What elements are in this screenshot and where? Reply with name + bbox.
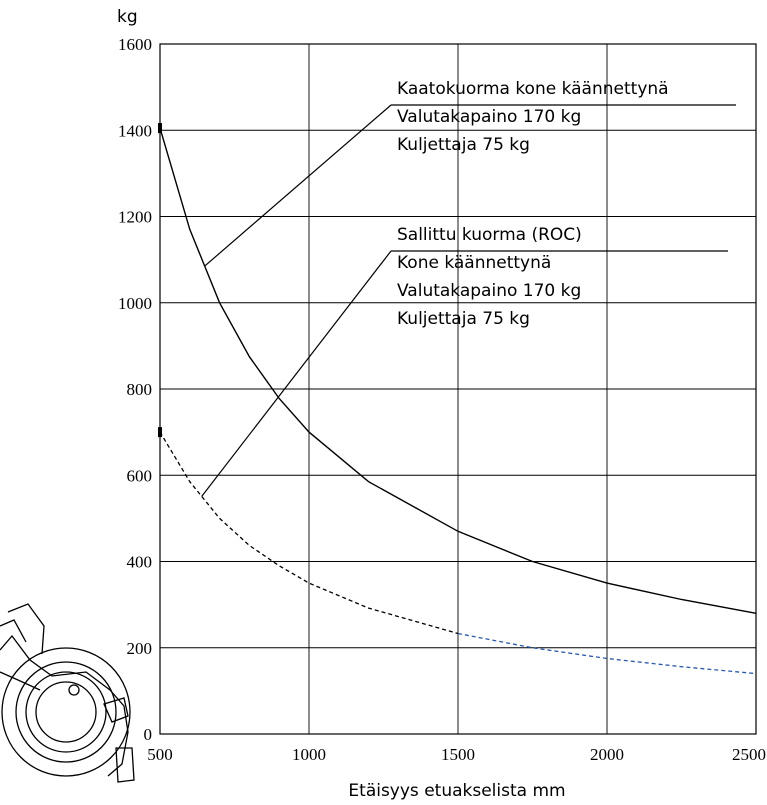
y-tick-label: 400 xyxy=(127,553,153,572)
annotation-line: Kuljettaja 75 kg xyxy=(397,309,530,329)
plot-frame xyxy=(159,43,757,735)
annotation-line: Sallittu kuorma (ROC) xyxy=(397,225,582,245)
annotation-line: Kuljettaja 75 kg xyxy=(397,135,530,155)
annotation-leaders xyxy=(201,104,736,497)
x-tick-label: 1000 xyxy=(292,745,326,764)
annotation-line: Kone käännettynä xyxy=(397,253,551,273)
series-line-allowed-near xyxy=(159,431,459,635)
y-axis-title: kg xyxy=(117,7,138,27)
annotation-line: Valutakapaino 170 kg xyxy=(397,107,581,127)
y-tick-label: 0 xyxy=(144,725,153,744)
y-tick-label: 1000 xyxy=(118,294,152,313)
loader-wheel-icon xyxy=(0,603,135,783)
series-line-allowed-far xyxy=(457,632,757,675)
y-tick-label: 200 xyxy=(127,639,153,658)
x-tick-label: 500 xyxy=(147,745,173,764)
tick-labels: 0 200 400 600 800 1000 1200 1400 1600 500 1000 1500… xyxy=(118,35,766,764)
y-tick-label: 1200 xyxy=(118,208,152,227)
y-tick-label: 1400 xyxy=(118,121,152,140)
annotation-line: Valutakapaino 170 kg xyxy=(397,281,581,301)
x-tick-label: 2500 xyxy=(732,745,766,764)
x-axis-title: Etäisyys etuakselista mm xyxy=(348,781,565,801)
grid xyxy=(160,44,756,734)
y-tick-label: 800 xyxy=(127,380,153,399)
x-tick-label: 2000 xyxy=(590,745,624,764)
x-tick-label: 1500 xyxy=(441,745,475,764)
annotation-line: Kaatokuorma kone käännettynä xyxy=(397,79,669,99)
y-tick-label: 600 xyxy=(127,466,153,485)
series-line-tipping xyxy=(159,127,757,614)
series-group xyxy=(158,123,757,675)
annotation-leader xyxy=(204,104,392,267)
y-tick-label: 1600 xyxy=(118,35,152,54)
annotation-leader xyxy=(201,250,392,497)
annotations: Kaatokuorma kone käännettynä Valutakapain… xyxy=(397,79,669,329)
